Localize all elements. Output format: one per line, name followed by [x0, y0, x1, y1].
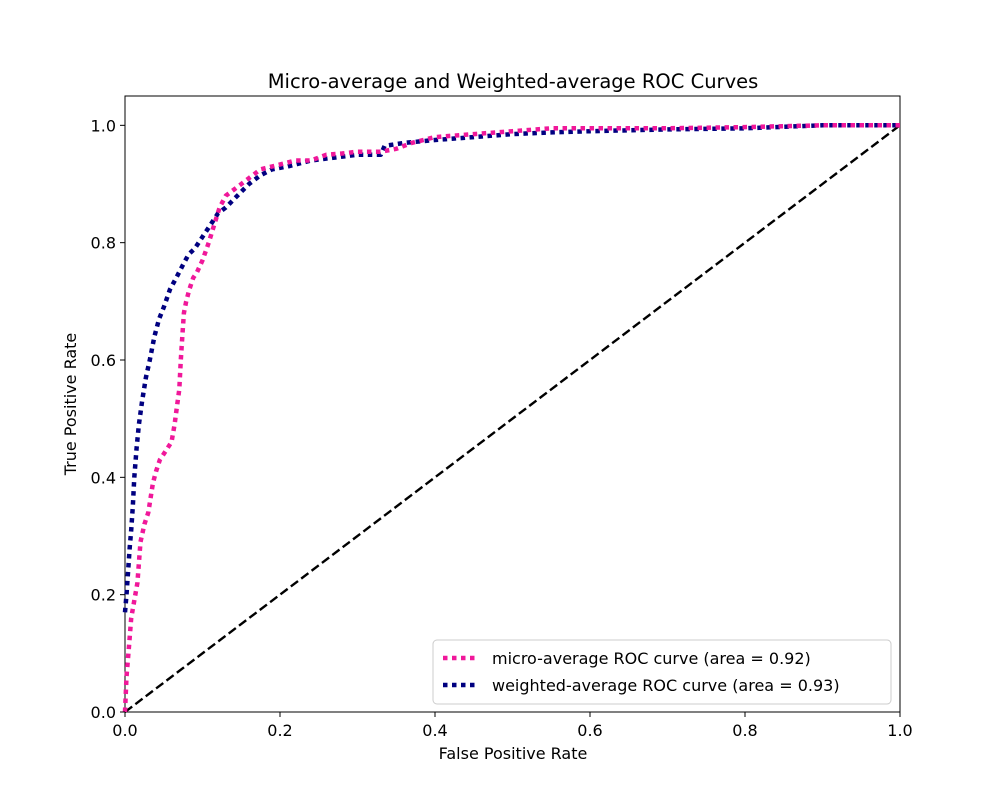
- chance-diagonal-line: [124, 124, 901, 713]
- y-tick-label: 0.0: [91, 703, 116, 722]
- x-tick-label: 1.0: [887, 721, 912, 740]
- legend-frame: [432, 639, 892, 705]
- y-tick-label: 0.8: [91, 234, 116, 253]
- legend-label-weighted: weighted-average ROC curve (area = 0.93): [492, 676, 840, 695]
- x-axis-label: False Positive Rate: [439, 744, 588, 763]
- series-layer: [122, 123, 901, 713]
- weighted-average-roc-line: [122, 123, 900, 613]
- y-tick-label: 0.4: [91, 468, 116, 487]
- x-tick-label: 0.2: [267, 721, 292, 740]
- chart-title: Micro-average and Weighted-average ROC C…: [268, 70, 759, 93]
- y-tick-label: 1.0: [91, 116, 116, 135]
- x-axis-ticks: 0.0 0.2 0.4 0.6 0.8 1.0: [112, 712, 913, 740]
- y-tick-label: 0.2: [91, 586, 116, 605]
- y-tick-label: 0.6: [91, 351, 116, 370]
- micro-average-roc-line: [122, 123, 900, 713]
- y-axis-label: True Positive Rate: [61, 333, 80, 477]
- x-tick-label: 0.4: [422, 721, 447, 740]
- x-tick-label: 0.6: [577, 721, 602, 740]
- x-tick-label: 0.0: [112, 721, 137, 740]
- y-axis-ticks: 0.0 0.2 0.4 0.6 0.8 1.0: [91, 116, 125, 722]
- legend-label-micro: micro-average ROC curve (area = 0.92): [492, 649, 811, 668]
- plot-area-frame: [124, 95, 901, 713]
- x-tick-label: 0.8: [732, 721, 757, 740]
- legend: micro-average ROC curve (area = 0.92) we…: [432, 639, 892, 705]
